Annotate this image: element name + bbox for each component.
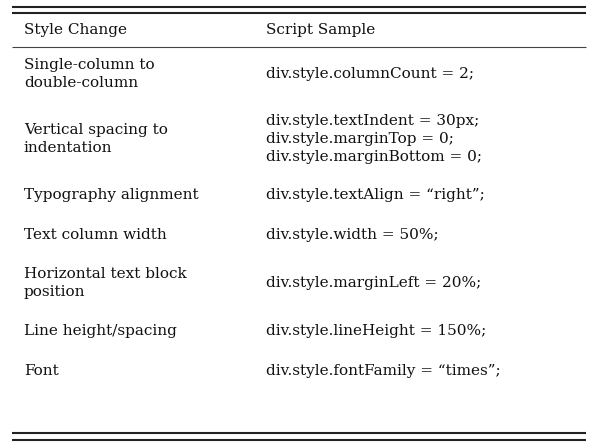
- Text: Style Change: Style Change: [24, 23, 127, 37]
- Text: Vertical spacing to: Vertical spacing to: [24, 123, 168, 137]
- Text: div.style.lineHeight = 150%;: div.style.lineHeight = 150%;: [266, 324, 486, 338]
- Text: Font: Font: [24, 364, 59, 378]
- Text: div.style.textIndent = 30px;: div.style.textIndent = 30px;: [266, 114, 480, 128]
- Text: double-column: double-column: [24, 76, 138, 90]
- Text: div.style.textAlign = “right”;: div.style.textAlign = “right”;: [266, 188, 485, 202]
- Text: Horizontal text block: Horizontal text block: [24, 267, 187, 281]
- Text: Script Sample: Script Sample: [266, 23, 376, 37]
- Text: div.style.columnCount = 2;: div.style.columnCount = 2;: [266, 67, 474, 81]
- Text: div.style.marginTop = 0;: div.style.marginTop = 0;: [266, 132, 454, 146]
- Text: div.style.marginLeft = 20%;: div.style.marginLeft = 20%;: [266, 276, 481, 290]
- Text: div.style.width = 50%;: div.style.width = 50%;: [266, 228, 439, 242]
- Text: indentation: indentation: [24, 141, 112, 155]
- Text: div.style.fontFamily = “times”;: div.style.fontFamily = “times”;: [266, 364, 501, 378]
- Text: Line height/spacing: Line height/spacing: [24, 324, 177, 338]
- Text: position: position: [24, 285, 86, 299]
- Text: Text column width: Text column width: [24, 228, 167, 242]
- Text: Typography alignment: Typography alignment: [24, 188, 199, 202]
- Text: Single-column to: Single-column to: [24, 59, 154, 72]
- Text: div.style.marginBottom = 0;: div.style.marginBottom = 0;: [266, 150, 482, 163]
